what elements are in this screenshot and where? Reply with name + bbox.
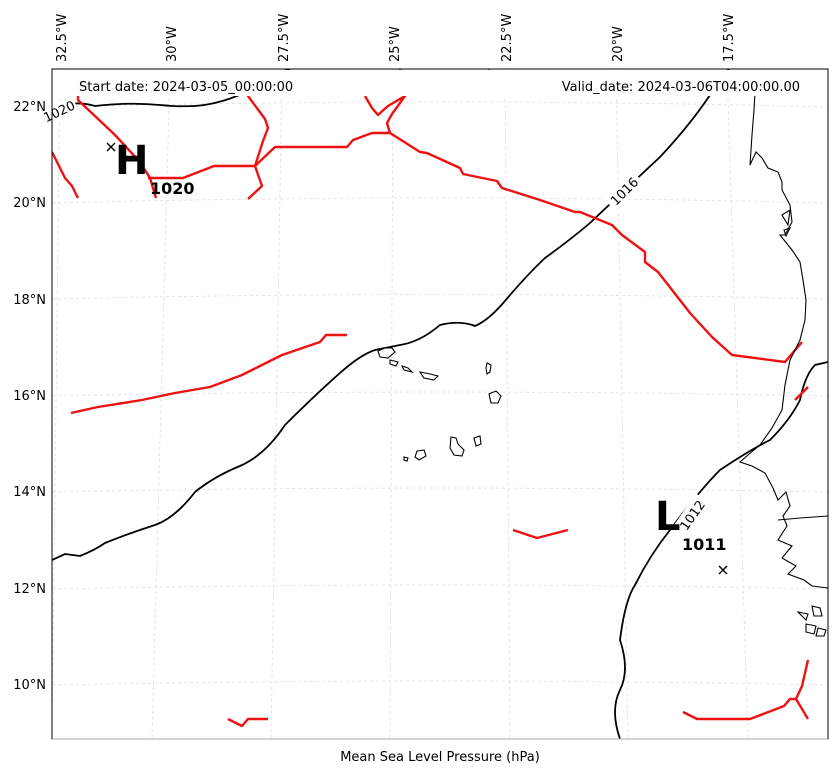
meridian-line — [270, 69, 283, 739]
parallel-line — [52, 680, 828, 686]
front-south-b — [682, 697, 810, 721]
lon-tick-label: 22.5°W — [500, 14, 515, 62]
island-sao-vicente — [389, 359, 399, 367]
graticule — [52, 69, 828, 739]
front-north-1 — [76, 95, 158, 199]
meridian-line — [52, 69, 61, 739]
lat-tick-label: 18°N — [13, 293, 46, 308]
front-north-5 — [363, 94, 407, 134]
meridian-line — [151, 69, 171, 739]
lat-tick-label: 12°N — [13, 582, 46, 597]
high-center-marker — [106, 142, 116, 152]
lon-tick-label: 30°W — [165, 26, 180, 62]
coastline — [738, 74, 828, 589]
low-center-marker — [718, 565, 728, 575]
coastline-dakhla — [781, 208, 792, 238]
low-center-value: 1011 — [682, 535, 727, 554]
front-south-a — [227, 717, 268, 728]
island-santiago — [449, 436, 465, 457]
front-east-a — [794, 386, 809, 401]
isobar-1012 — [614, 361, 828, 739]
parallel-line — [52, 584, 828, 590]
front-south-c — [794, 659, 810, 700]
lat-tick-label: 14°N — [13, 485, 46, 500]
front-north-4 — [236, 79, 270, 200]
island-santo-antao — [377, 347, 396, 359]
lon-tick-label: 25°W — [388, 26, 403, 62]
front-central — [512, 528, 569, 540]
low-center-letter: L — [655, 494, 681, 540]
parallel-line — [52, 294, 828, 300]
lat-tick-label: 22°N — [13, 100, 46, 115]
island-maio — [473, 435, 482, 447]
meridian-line — [504, 69, 511, 739]
front-north-2 — [52, 151, 80, 199]
coastline-gambia — [777, 515, 828, 521]
high-center-value: 1020 — [150, 179, 195, 198]
island-brava — [403, 456, 409, 462]
lat-tick-label: 16°N — [13, 389, 46, 404]
island-boa-vista — [488, 390, 502, 404]
lon-tick-label: 17.5°W — [722, 14, 737, 62]
island-sal — [485, 362, 492, 375]
meridian-line — [726, 69, 749, 739]
valid-date-label: Valid_date: 2024-03-06T04:00:00.00 — [562, 80, 800, 95]
coastline-bijagos — [796, 605, 827, 637]
lon-tick-label: 32.5°W — [55, 14, 70, 62]
parallel-line — [52, 197, 828, 204]
lat-tick-label: 10°N — [13, 678, 46, 693]
map-caption: Mean Sea Level Pressure (hPa) — [340, 750, 540, 765]
island-santa-luzia — [400, 365, 414, 374]
plot-frame — [51, 68, 829, 740]
island-sao-nicolau — [418, 371, 440, 381]
front-north-3 — [148, 131, 803, 364]
high-center-letter: H — [115, 138, 148, 184]
island-fogo — [414, 449, 427, 461]
meridian-line — [389, 69, 394, 739]
lat-tick-label: 20°N — [13, 196, 46, 211]
parallel-line — [52, 391, 828, 397]
start-date-label: Start date: 2024-03-05_00:00:00 — [79, 80, 293, 95]
lon-tick-label: 27.5°W — [277, 14, 292, 62]
lon-tick-label: 20°W — [611, 26, 626, 62]
parallel-line — [52, 487, 828, 493]
front-mid — [70, 333, 347, 415]
meridian-line — [615, 69, 629, 739]
